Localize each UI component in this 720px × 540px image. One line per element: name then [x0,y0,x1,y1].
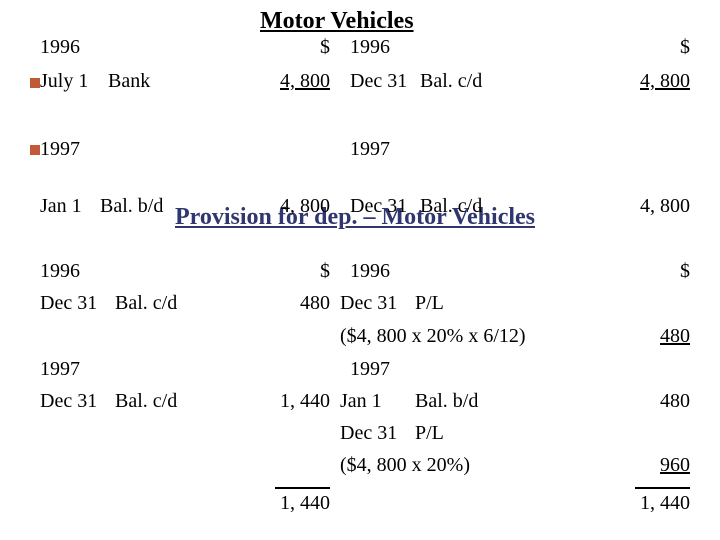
pv-right-dollar: $ [620,260,690,283]
mv-r-date1: Dec 31 [350,70,407,93]
mv-right-dollar: $ [620,36,690,59]
rule-line [275,487,330,489]
pv-r-desc1: P/L [415,292,444,315]
pv-r-calc1: ($4, 800 x 20% x 6/12) [340,325,526,348]
pv-left-year1: 1996 [40,260,80,283]
mv-l-desc2: Bal. b/d [100,195,163,218]
mv-l-date1: July 1 [40,70,88,93]
mv-l-desc1: Bank [108,70,150,93]
mv-left-year1: 1996 [40,36,80,59]
mv-r-desc1: Bal. c/d [420,70,482,93]
pv-r-amt3: 480 [620,390,690,413]
mv-l-amt2: 4, 800 [260,195,330,218]
pv-l-amt2: 1, 440 [260,390,330,413]
pv-right-year1: 1996 [350,260,390,283]
bullet-icon [30,145,40,155]
pv-left-year2: 1997 [40,358,80,381]
mv-l-date2: Jan 1 [40,195,82,218]
pv-r-date3: Jan 1 [340,390,382,413]
mv-l-amt1: 4, 800 [260,70,330,93]
mv-right-year2: 1997 [350,138,390,161]
bullet-icon [30,78,40,88]
mv-left-dollar: $ [260,36,330,59]
pv-r-desc3: Bal. b/d [415,390,478,413]
mv-r-amt2: 4, 800 [620,195,690,218]
rule-line [635,487,690,489]
mv-r-amt1: 4, 800 [620,70,690,93]
pv-left-dollar: $ [260,260,330,283]
pv-r-desc4: P/L [415,422,444,445]
pv-l-total: 1, 440 [260,492,330,515]
mv-r-date2: Dec 31 [350,195,407,218]
pv-r-amt4: 960 [620,454,690,477]
pv-l-desc2: Bal. c/d [115,390,177,413]
pv-right-year2: 1997 [350,358,390,381]
pv-r-total: 1, 440 [620,492,690,515]
pv-l-amt1: 480 [260,292,330,315]
pv-r-date4: Dec 31 [340,422,397,445]
mv-left-year2: 1997 [40,138,80,161]
pv-r-amt1: 480 [620,325,690,348]
pv-l-desc1: Bal. c/d [115,292,177,315]
title-motor-vehicles: Motor Vehicles [260,8,414,35]
pv-l-date2: Dec 31 [40,390,97,413]
pv-r-date1: Dec 31 [340,292,397,315]
pv-l-date1: Dec 31 [40,292,97,315]
pv-r-calc2: ($4, 800 x 20%) [340,454,470,477]
mv-r-desc2: Bal. c/d [420,195,482,218]
mv-right-year1: 1996 [350,36,390,59]
